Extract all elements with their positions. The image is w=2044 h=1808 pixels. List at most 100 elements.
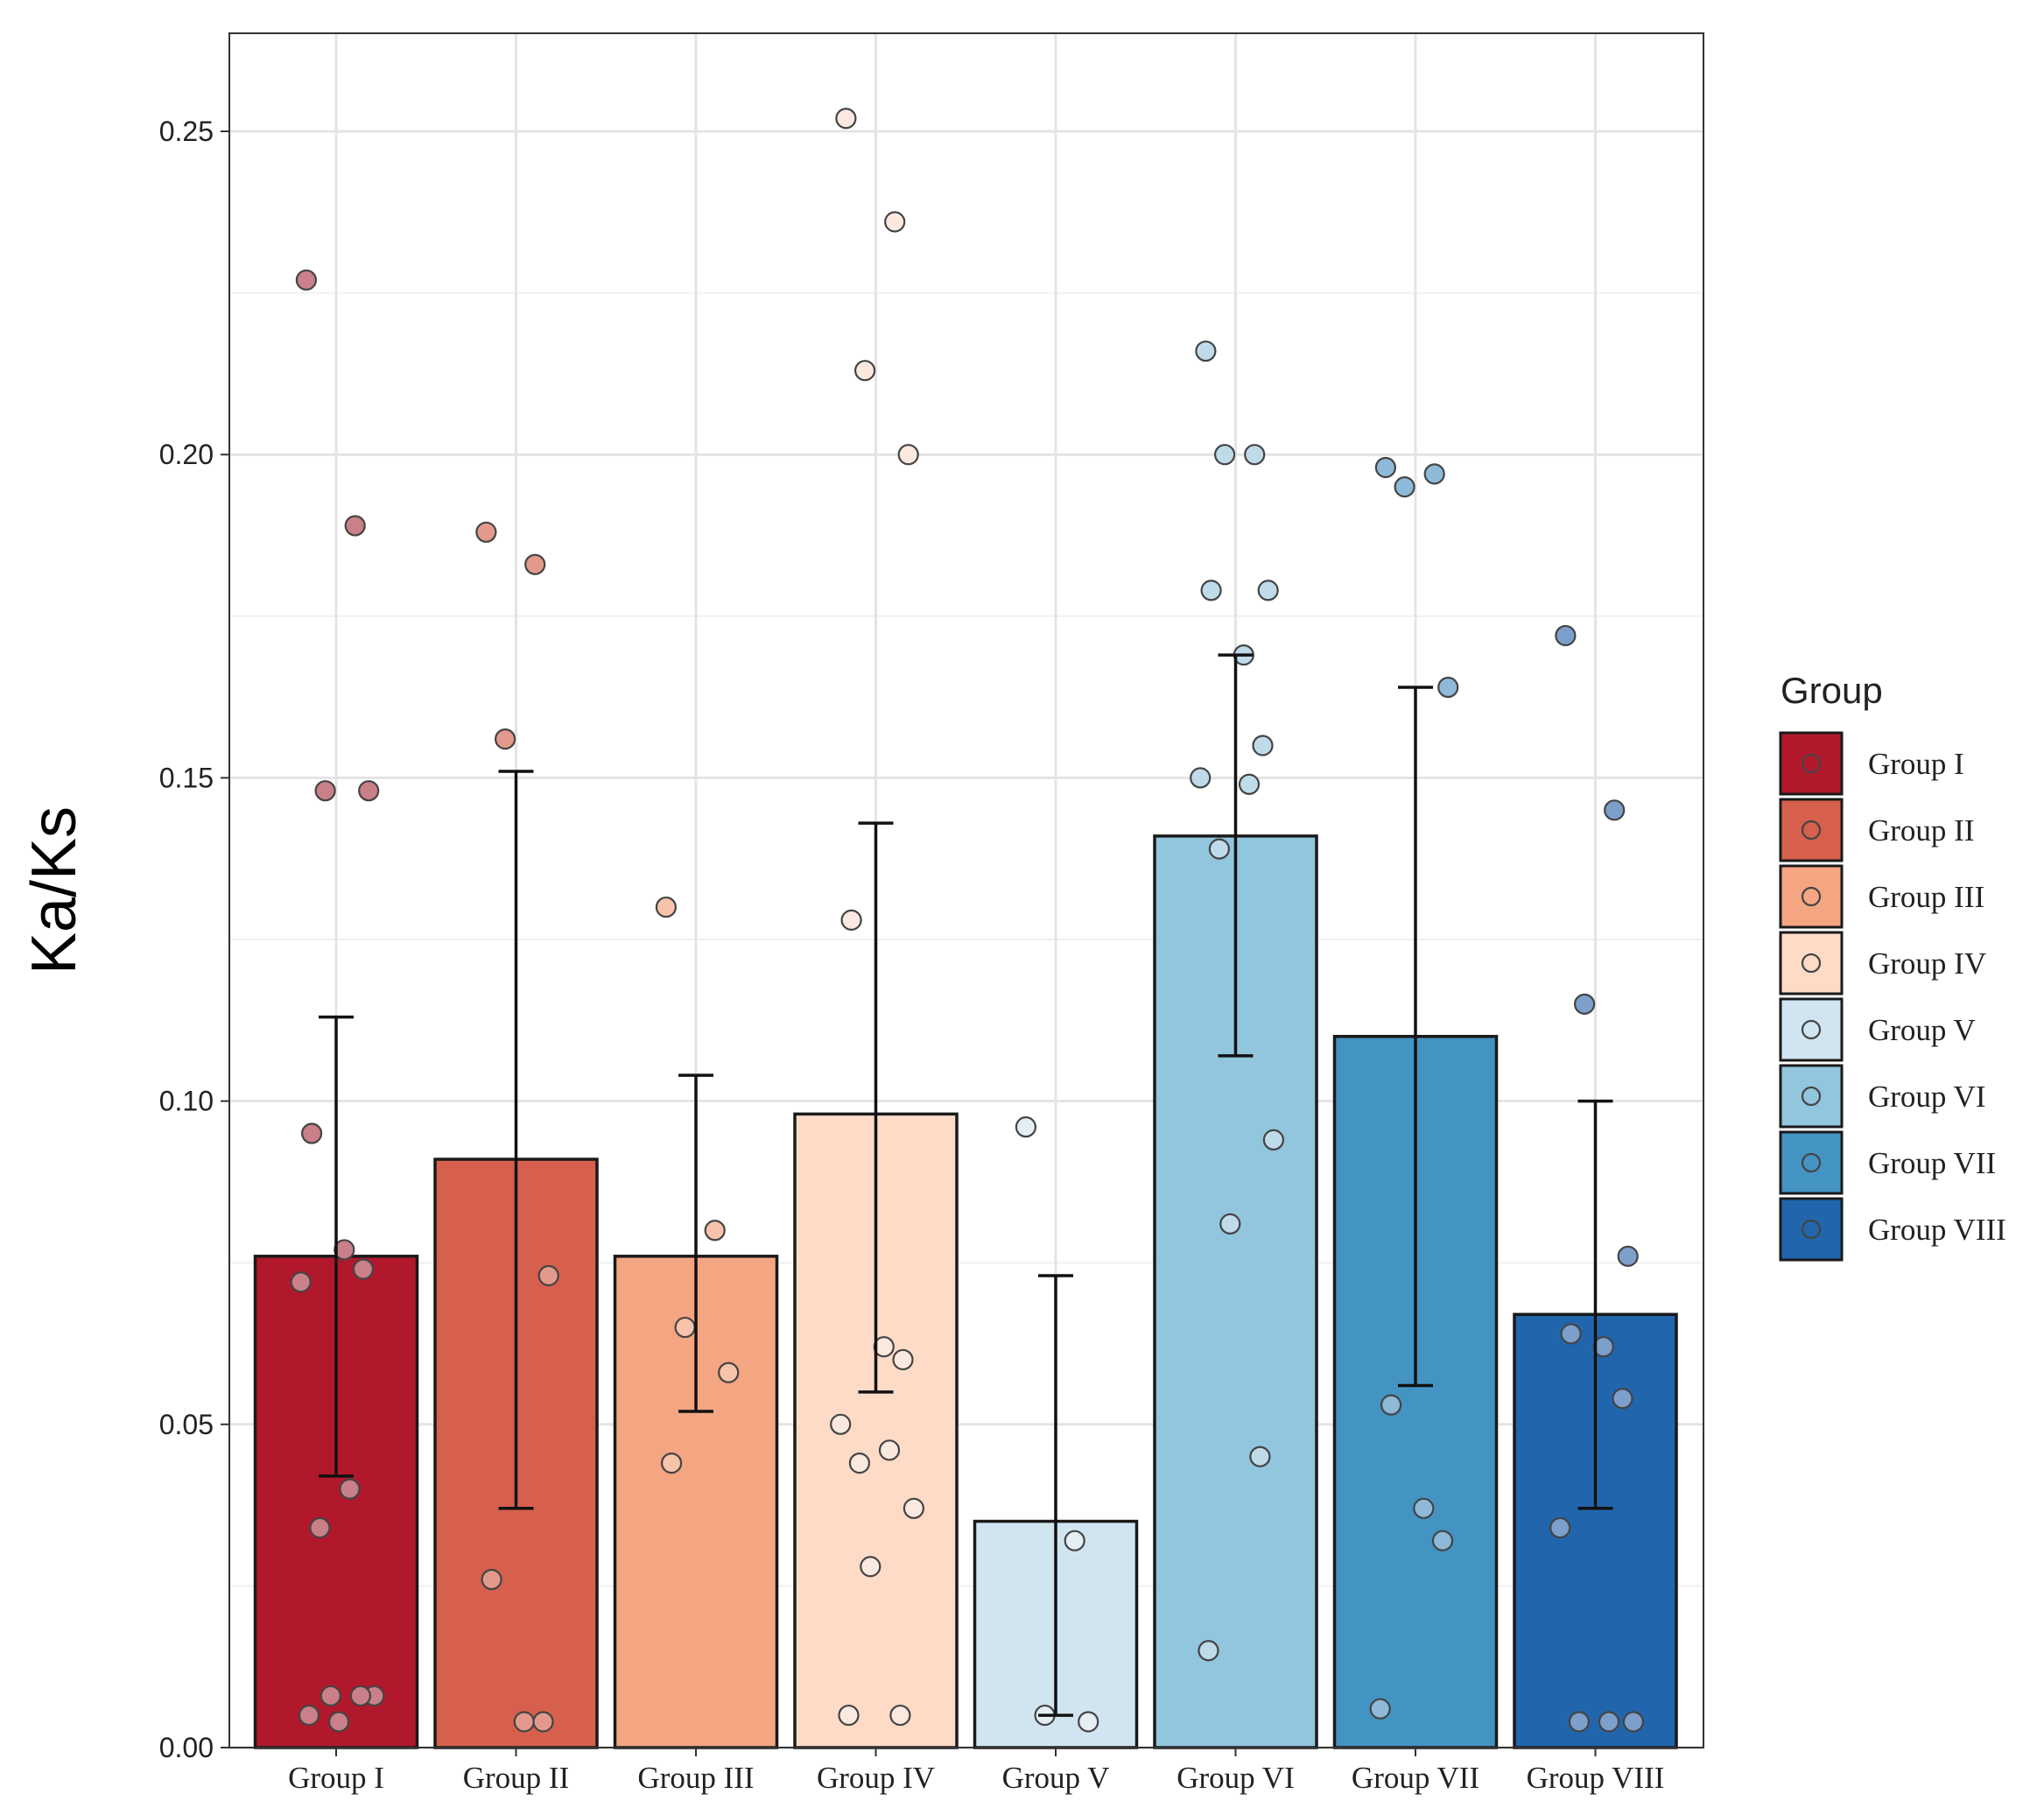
legend-point-icon xyxy=(1801,820,1822,841)
legend: Group Group I Group II Group III Group IV Gr… xyxy=(1779,670,2006,1262)
y-axis: 0.00 0.05 0.10 0.15 0.20 0.25 xyxy=(159,116,229,1763)
legend-title: Group xyxy=(1781,670,1883,711)
data-point xyxy=(892,1348,914,1371)
data-point xyxy=(840,909,862,931)
error-bar-7 xyxy=(1398,686,1433,1388)
x-tick-label: Group VIII xyxy=(1527,1761,1665,1795)
data-point xyxy=(1244,444,1266,466)
data-point xyxy=(1219,1213,1241,1235)
data-point xyxy=(1380,1394,1402,1416)
data-point xyxy=(1198,1640,1219,1662)
x-tick-label: Group IV xyxy=(817,1761,935,1795)
data-point xyxy=(903,1497,925,1519)
y-tick-label: 0.10 xyxy=(159,1086,214,1117)
data-point xyxy=(704,1220,726,1242)
x-tick-label: Group II xyxy=(463,1761,570,1795)
legend-swatch xyxy=(1779,731,1844,796)
data-point xyxy=(1252,735,1274,756)
legend-point-icon xyxy=(1801,953,1822,974)
data-point xyxy=(1617,1245,1639,1267)
x-tick-label: Group I xyxy=(288,1761,384,1795)
legend-swatch xyxy=(1779,864,1844,929)
legend-item-1: Group I xyxy=(1779,731,1964,796)
data-point xyxy=(878,1439,901,1461)
data-point xyxy=(884,211,906,233)
data-point xyxy=(475,521,497,543)
legend-point-icon xyxy=(1801,886,1822,907)
data-point xyxy=(513,1711,535,1733)
legend-point-icon xyxy=(1801,1019,1822,1040)
data-point xyxy=(1549,1516,1571,1539)
data-point xyxy=(1413,1497,1435,1519)
data-point xyxy=(524,553,546,575)
data-point xyxy=(1190,767,1212,789)
data-point xyxy=(295,269,317,291)
data-point xyxy=(1604,799,1626,821)
data-point xyxy=(860,1556,882,1578)
legend-label: Group VII xyxy=(1868,1146,1996,1180)
data-point xyxy=(889,1704,911,1727)
legend-swatch xyxy=(1779,997,1844,1062)
y-tick-label: 0.25 xyxy=(159,116,214,147)
legend-item-3: Group III xyxy=(1779,864,1984,929)
data-point xyxy=(1213,444,1236,466)
data-point xyxy=(301,1122,323,1144)
data-point xyxy=(481,1568,502,1591)
legend-label: Group II xyxy=(1868,813,1975,848)
x-tick-label: Group V xyxy=(1002,1761,1110,1795)
error-bar-6 xyxy=(1218,653,1254,1058)
y-tick-label: 0.20 xyxy=(159,439,214,470)
data-point xyxy=(1423,463,1445,485)
legend-point-icon xyxy=(1801,1086,1822,1107)
error-bar-2 xyxy=(498,770,534,1510)
data-point xyxy=(339,1478,361,1500)
legend-label: Group III xyxy=(1868,880,1984,914)
data-point xyxy=(328,1711,350,1733)
error-bars xyxy=(319,653,1613,1717)
data-point xyxy=(1249,1446,1271,1467)
data-point xyxy=(298,1704,320,1727)
data-point xyxy=(537,1264,559,1287)
data-point xyxy=(320,1685,341,1707)
data-point xyxy=(1064,1530,1085,1551)
y-axis-title: Ka/Ks xyxy=(19,806,89,974)
legend-item-2: Group II xyxy=(1779,798,1975,862)
data-point xyxy=(314,780,336,802)
y-tick-label: 0.05 xyxy=(159,1409,214,1440)
data-point xyxy=(358,780,380,802)
data-point xyxy=(1262,1129,1285,1151)
data-point xyxy=(290,1271,312,1293)
error-bar-1 xyxy=(319,1015,354,1478)
point-series xyxy=(290,108,1645,1733)
data-point xyxy=(494,728,516,750)
data-point xyxy=(344,515,366,537)
data-point xyxy=(1573,993,1596,1015)
x-axis: Group I Group II Group III Group IV Group V G… xyxy=(288,1748,1664,1795)
x-tick-label: Group III xyxy=(637,1761,754,1795)
legend-label: Group VIII xyxy=(1868,1213,2006,1247)
legend-label: Group V xyxy=(1868,1013,1976,1047)
legend-item-8: Group VIII xyxy=(1779,1197,2006,1262)
data-point xyxy=(1374,456,1397,479)
data-point xyxy=(1257,580,1279,601)
error-bar-8 xyxy=(1577,1099,1613,1510)
data-point xyxy=(309,1516,331,1539)
data-point xyxy=(349,1685,371,1707)
data-point xyxy=(352,1258,375,1280)
data-point xyxy=(718,1361,740,1383)
data-point xyxy=(1560,1323,1582,1345)
y-tick-label: 0.15 xyxy=(159,762,214,793)
legend-point-icon xyxy=(1801,1219,1822,1240)
data-point xyxy=(1015,1116,1037,1138)
data-point xyxy=(1208,838,1231,860)
data-point xyxy=(1078,1711,1099,1733)
data-point xyxy=(532,1711,554,1733)
data-point xyxy=(848,1453,871,1474)
legend-swatch xyxy=(1779,1130,1844,1195)
data-point xyxy=(1437,676,1459,699)
data-point xyxy=(838,1704,860,1727)
data-point xyxy=(1394,476,1415,498)
legend-swatch xyxy=(1779,1064,1844,1129)
data-point xyxy=(660,1453,683,1474)
